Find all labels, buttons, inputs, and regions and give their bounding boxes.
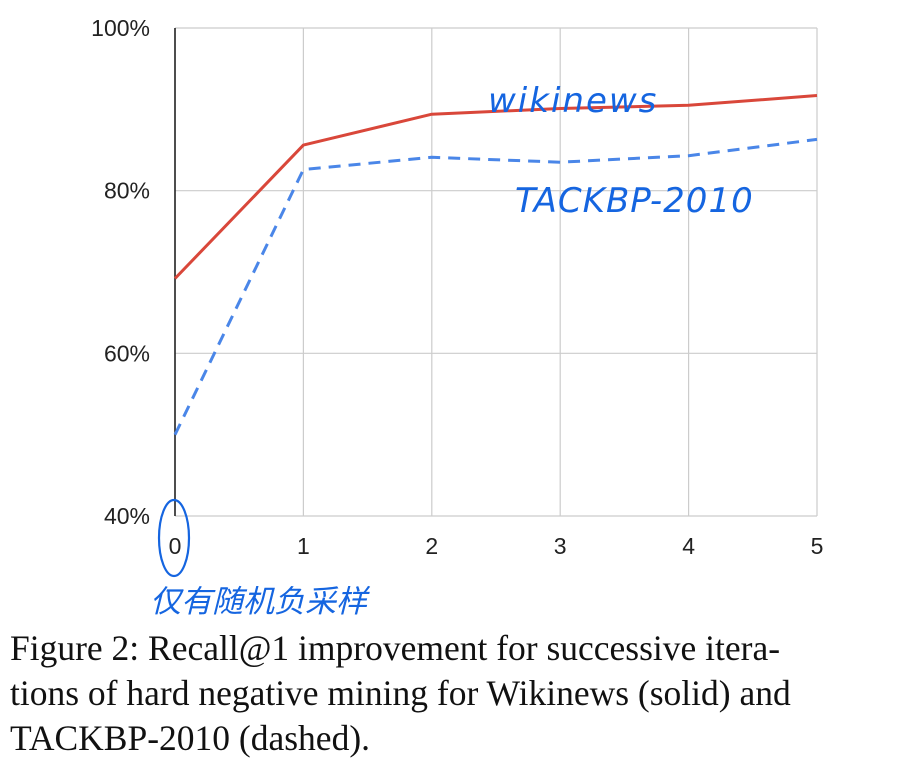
handwritten-note: 仅有随机负采样 <box>150 584 371 620</box>
x-tick-labels: 0 1 2 3 4 5 <box>169 533 824 559</box>
y-tick-label: 60% <box>104 340 150 366</box>
x-tick-label: 3 <box>554 533 567 559</box>
caption-line-1: Figure 2: Recall@1 improvement for succe… <box>10 628 781 668</box>
x-tick-label: 5 <box>811 533 824 559</box>
figure-caption: Figure 2: Recall@1 improvement for succe… <box>10 626 902 761</box>
series-line-dashed <box>173 137 818 436</box>
caption-line-3: TACKBP-2010 (dashed). <box>10 718 371 758</box>
y-tick-label: 80% <box>104 178 150 204</box>
handwritten-wikinews-label: wikinews <box>488 81 658 121</box>
y-tick-label: 100% <box>91 15 150 41</box>
x-tick-label: 4 <box>682 533 695 559</box>
y-tick-labels: 40% 60% 80% 100% <box>91 15 150 529</box>
x-tick-label: 0 <box>169 533 182 559</box>
caption-line-2: tions of hard negative mining for Wikine… <box>10 673 791 713</box>
y-tick-label: 40% <box>104 503 150 529</box>
handwritten-circle-around-zero <box>157 498 191 578</box>
data-series <box>173 94 818 436</box>
series-line-solid <box>173 94 818 280</box>
x-tick-label: 2 <box>425 533 438 559</box>
x-tick-label: 1 <box>297 533 310 559</box>
handwritten-tackbp-label: TACKBP-2010 <box>515 181 754 221</box>
